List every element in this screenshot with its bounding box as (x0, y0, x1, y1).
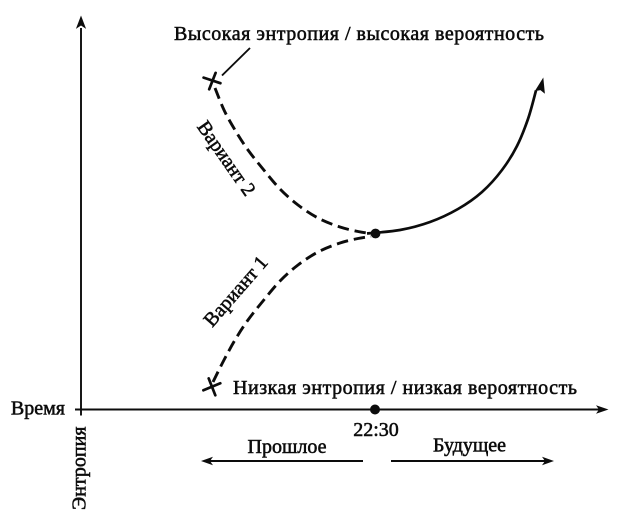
svg-text:Время: Время (11, 398, 65, 420)
svg-text:Будущее: Будущее (433, 435, 506, 457)
svg-text:Энтропия: Энтропия (69, 427, 91, 511)
svg-text:22:30: 22:30 (353, 419, 399, 441)
svg-text:Низкая энтропия / низкая вероя: Низкая энтропия / низкая вероятность (233, 377, 577, 399)
svg-text:Высокая энтропия / высокая вер: Высокая энтропия / высокая вероятность (174, 23, 544, 45)
svg-text:Прошлое: Прошлое (248, 436, 327, 458)
